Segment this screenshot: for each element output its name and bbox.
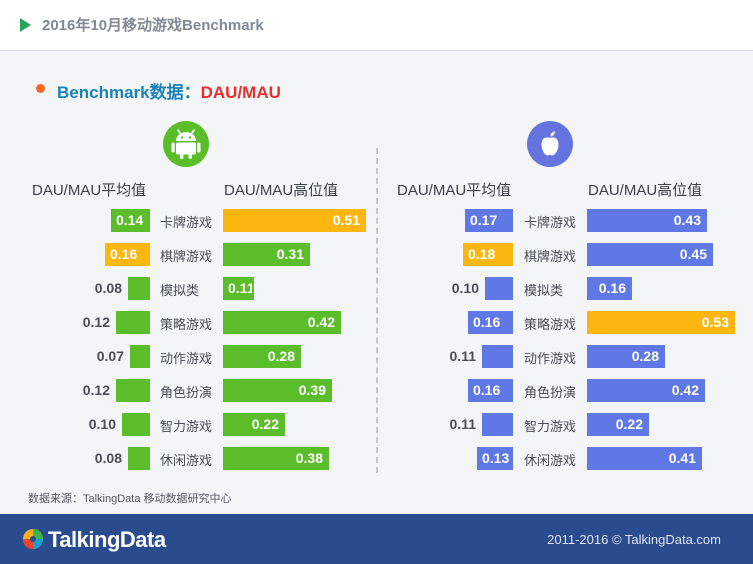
- talkingdata-logo-text: TalkingData: [48, 527, 166, 552]
- android-avg-value-label: 0.14: [116, 212, 144, 228]
- android-high-bar: [223, 345, 301, 368]
- android-avg-value-label: 0.12: [82, 314, 110, 330]
- android-high-value-label: 0.42: [307, 314, 335, 330]
- footer-bar: TalkingData 2011-2016 © TalkingData.com: [0, 514, 753, 564]
- android-avg-value-label: 0.10: [88, 416, 116, 432]
- android-high-bar: [223, 209, 366, 232]
- android-category-label: 休闲游戏: [160, 453, 213, 468]
- ios-avg-value-label: 0.17: [470, 212, 498, 228]
- android-avg-bar: [105, 243, 150, 266]
- ios-category-label: 棋牌游戏: [524, 249, 577, 264]
- android-high-bar: [223, 277, 254, 300]
- android-category-label: 模拟类: [160, 283, 200, 298]
- ios-avg-value-label: 0.11: [449, 348, 476, 364]
- ios-avg-bar: [477, 447, 513, 470]
- ios-high-value-label: 0.16: [598, 280, 626, 296]
- android-avg-value-label: 0.08: [94, 450, 122, 466]
- ios-high-value-label: 0.41: [668, 450, 696, 466]
- android-category-label: 智力游戏: [160, 419, 213, 434]
- android-avg-value-label: 0.08: [94, 280, 122, 296]
- ios-high-value-label: 0.43: [673, 212, 701, 228]
- android-high-value-label: 0.22: [251, 416, 279, 432]
- bullet-dot-icon: [36, 84, 45, 93]
- android-high-value-label: 0.51: [332, 212, 360, 228]
- android-category-label: 角色扮演: [160, 385, 213, 400]
- ios-high-bar: [587, 243, 713, 266]
- android-avg-value-label: 0.16: [110, 246, 138, 262]
- copyright-text: 2011-2016 © TalkingData.com: [547, 532, 721, 547]
- android-high-value-label: 0.11: [228, 280, 252, 296]
- android-high-value-label: 0.39: [298, 382, 326, 398]
- ios-category-label: 智力游戏: [524, 419, 577, 434]
- ios-avg-bar: [463, 243, 513, 266]
- ios-avg-bar: [482, 413, 513, 436]
- header-bar: 2016年10月移动游戏Benchmark: [0, 0, 753, 51]
- android-high-bar: [223, 379, 332, 402]
- ios-avg-bar: [465, 209, 513, 232]
- ios-high-bar: [587, 345, 665, 368]
- android-avg-bar: [122, 413, 150, 436]
- apple-logo-icon: [527, 121, 573, 167]
- ios-category-label: 模拟类: [524, 283, 564, 298]
- android-high-bar: [223, 413, 285, 436]
- ios-category-label: 角色扮演: [524, 385, 577, 400]
- ios-avg-bar: [468, 379, 513, 402]
- android-avg-value-label: 0.07: [96, 348, 124, 364]
- ios-category-label: 策略游戏: [524, 317, 577, 332]
- ios-avg-bar: [468, 311, 513, 334]
- ios-high-value-label: 0.28: [631, 348, 659, 364]
- android-high-bar: [223, 243, 310, 266]
- ios-category-label: 卡牌游戏: [524, 215, 577, 230]
- ios-high-bar: [587, 379, 705, 402]
- ios-high-value-label: 0.45: [679, 246, 707, 262]
- ios-high-header: DAU/MAU高位值: [588, 182, 703, 199]
- section-title-text: Benchmark数据：: [57, 83, 201, 102]
- ios-category-label: 动作游戏: [524, 351, 577, 366]
- ios-avg-value-label: 0.11: [449, 416, 476, 432]
- android-category-label: 卡牌游戏: [160, 215, 213, 230]
- android-avg-header: DAU/MAU平均值: [32, 182, 147, 199]
- android-robot-icon: [163, 121, 209, 167]
- android-avg-value-label: 0.12: [82, 382, 110, 398]
- android-avg-bar: [128, 447, 150, 470]
- ios-avg-bar: [482, 345, 513, 368]
- play-triangle-icon: [20, 18, 31, 32]
- page-title: 2016年10月移动游戏Benchmark: [42, 17, 264, 34]
- android-high-value-label: 0.28: [267, 348, 295, 364]
- ios-high-value-label: 0.42: [671, 382, 699, 398]
- ios-high-bar: [587, 447, 702, 470]
- android-high-bar: [223, 447, 329, 470]
- section-title: Benchmark数据：DAU/MAU: [57, 78, 281, 103]
- ios-category-label: 休闲游戏: [524, 453, 577, 468]
- ios-avg-header: DAU/MAU平均值: [397, 182, 512, 199]
- android-avg-bar: [116, 311, 150, 334]
- section-title-highlight: DAU/MAU: [200, 83, 281, 102]
- talkingdata-logo-icon: [23, 529, 43, 549]
- android-avg-bar: [130, 345, 150, 368]
- platform-divider: [376, 148, 378, 473]
- ios-avg-value-label: 0.18: [468, 246, 496, 262]
- ios-high-bar: [587, 277, 632, 300]
- ios-avg-value-label: 0.16: [473, 382, 501, 398]
- android-category-label: 动作游戏: [160, 351, 213, 366]
- ios-high-value-label: 0.53: [701, 314, 729, 330]
- android-avg-bar: [116, 379, 150, 402]
- data-source-note: 数据来源：TalkingData 移动数据研究中心: [28, 493, 232, 505]
- android-high-header: DAU/MAU高位值: [224, 182, 339, 199]
- ios-avg-value-label: 0.13: [482, 450, 510, 466]
- ios-avg-bar: [485, 277, 513, 300]
- ios-high-bar: [587, 311, 735, 334]
- android-avg-bar: [111, 209, 150, 232]
- ios-avg-value-label: 0.16: [473, 314, 501, 330]
- android-category-label: 策略游戏: [160, 317, 213, 332]
- ios-high-bar: [587, 413, 649, 436]
- ios-high-value-label: 0.22: [615, 416, 643, 432]
- ios-avg-value-label: 0.10: [451, 280, 479, 296]
- android-high-value-label: 0.31: [276, 246, 304, 262]
- android-category-label: 棋牌游戏: [160, 249, 213, 264]
- android-high-value-label: 0.38: [295, 450, 323, 466]
- android-avg-bar: [128, 277, 150, 300]
- android-high-bar: [223, 311, 341, 334]
- ios-high-bar: [587, 209, 707, 232]
